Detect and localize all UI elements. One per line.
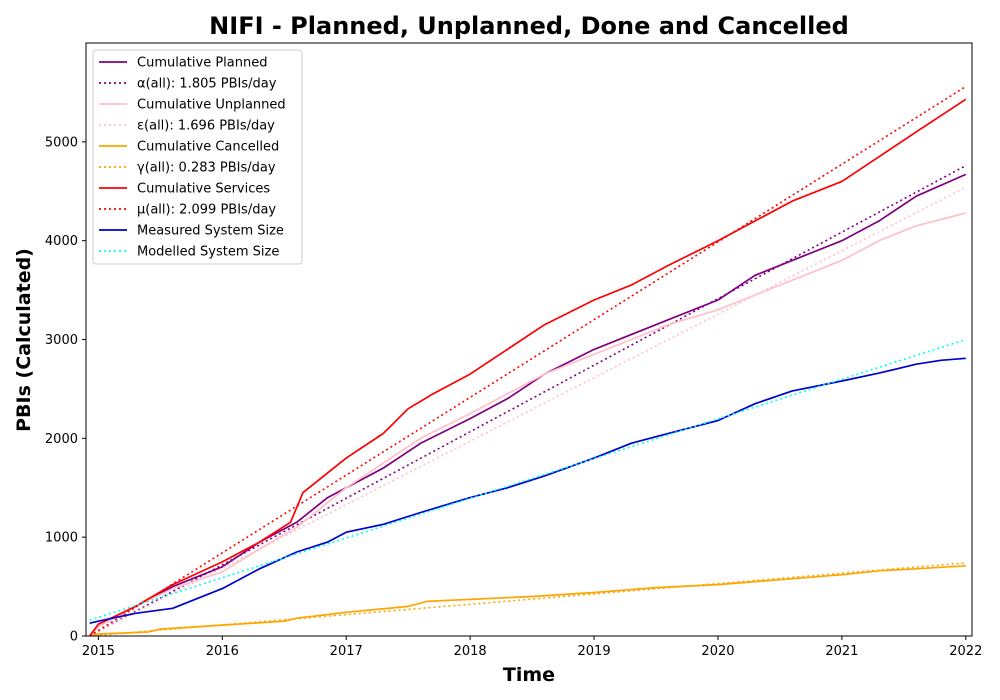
chart-title: NIFI - Planned, Unplanned, Done and Canc…	[209, 12, 849, 40]
series-line-alpha-fit	[89, 164, 967, 636]
x-tick-label: 2021	[825, 644, 858, 659]
y-tick-label: 2000	[45, 432, 78, 447]
legend-label-epsilon-fit: ε(all): 1.696 PBIs/day	[137, 119, 275, 134]
series-line-gamma-fit	[89, 562, 966, 636]
series-line-modelled-system-size	[89, 338, 967, 621]
series-line-epsilon-fit	[89, 186, 967, 636]
x-tick-label: 2022	[949, 644, 982, 659]
x-tick-label: 2015	[82, 644, 115, 659]
plot-area	[89, 85, 967, 636]
legend: Cumulative Planned α(all): 1.805 PBIs/day…	[92, 49, 303, 265]
y-tick-label: 5000	[45, 135, 78, 150]
x-tick-label: 2018	[454, 644, 487, 659]
x-tick-label: 2017	[330, 644, 363, 659]
legend-label-measured-system-size: Measured System Size	[137, 224, 284, 239]
legend-label-cumulative-cancelled: Cumulative Cancelled	[137, 140, 279, 155]
series-line-cumulative-unplanned	[89, 212, 967, 636]
y-axis-label: PBIs (Calculated)	[13, 248, 35, 432]
series-line-cumulative-services	[89, 98, 967, 636]
series-line-cumulative-cancelled	[89, 564, 966, 636]
legend-label-modelled-system-size: Modelled System Size	[137, 245, 279, 260]
y-tick-label: 4000	[45, 234, 78, 249]
x-tick-label: 2019	[578, 644, 611, 659]
y-tick-label: 1000	[45, 531, 78, 546]
x-axis-label: Time	[503, 664, 555, 686]
legend-label-cumulative-services: Cumulative Services	[137, 182, 270, 197]
x-tick-label: 2016	[206, 644, 239, 659]
legend-label-mu-fit: μ(all): 2.099 PBIs/day	[137, 203, 276, 218]
x-axis: 2015 2016 2017 2018 2019 2020 2021 2022	[82, 636, 982, 659]
y-tick-label: 3000	[45, 333, 78, 348]
legend-label-cumulative-unplanned: Cumulative Unplanned	[137, 98, 286, 113]
y-tick-label: 0	[70, 630, 78, 645]
legend-label-cumulative-planned: Cumulative Planned	[137, 56, 267, 71]
series-line-measured-system-size	[89, 357, 966, 625]
legend-label-alpha-fit: α(all): 1.805 PBIs/day	[137, 77, 277, 92]
legend-box	[92, 49, 303, 265]
series-line-mu-fit	[89, 85, 967, 636]
legend-label-gamma-fit: γ(all): 0.283 PBIs/day	[137, 161, 276, 176]
x-tick-label: 2020	[701, 644, 734, 659]
y-axis: 0 1000 2000 3000 4000 5000	[45, 135, 86, 645]
